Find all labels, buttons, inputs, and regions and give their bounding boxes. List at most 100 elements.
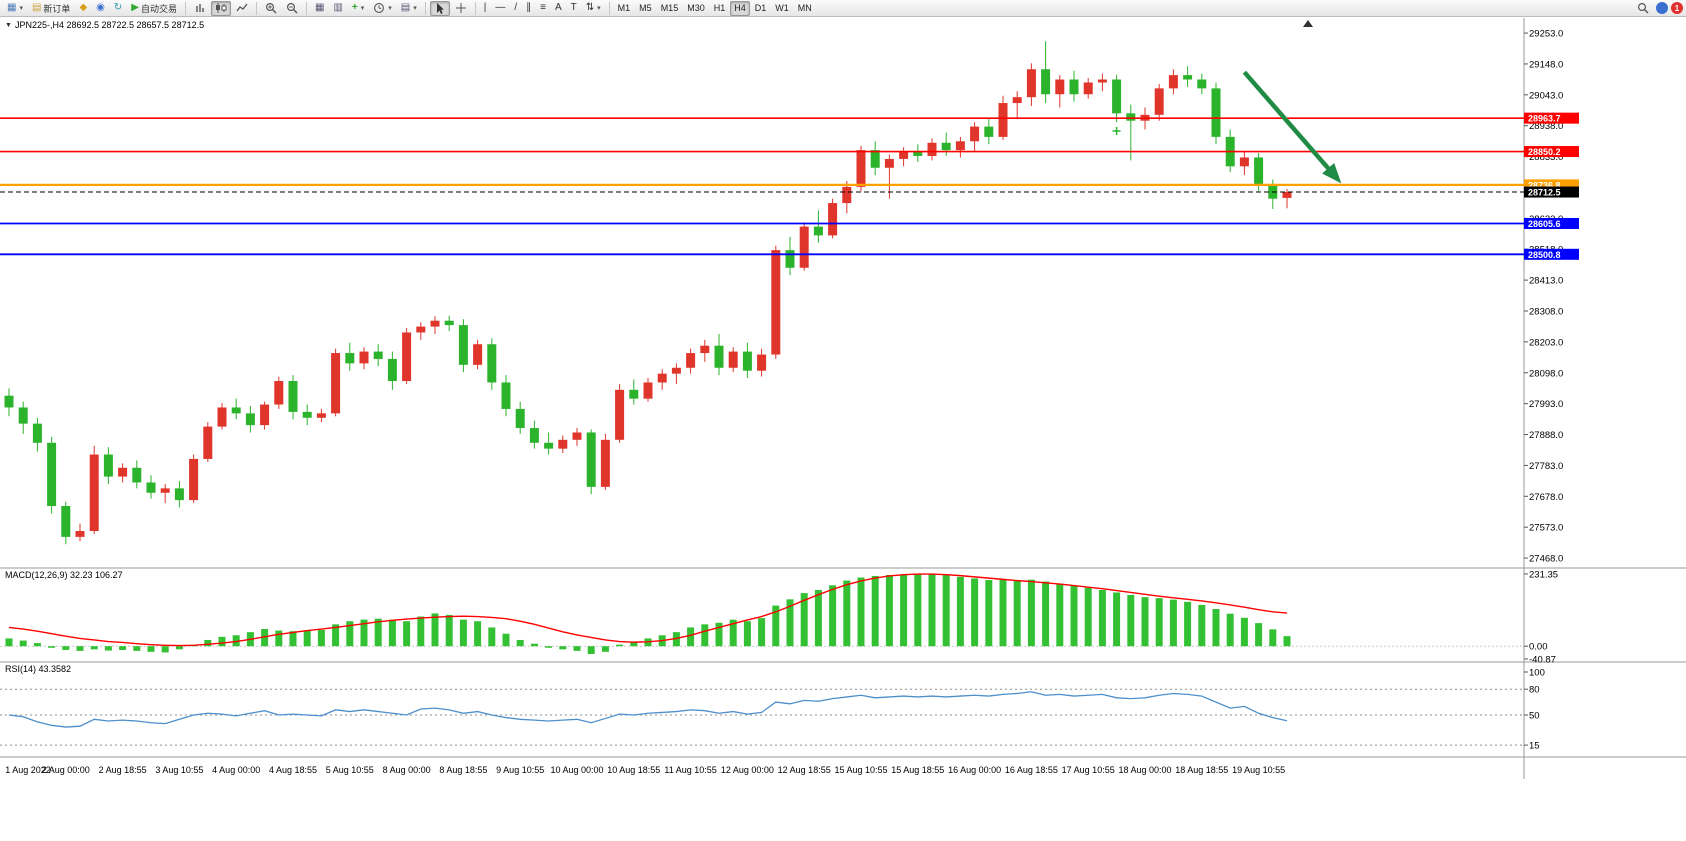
candle-body bbox=[288, 381, 298, 412]
macd-bar bbox=[729, 619, 737, 647]
candle-body bbox=[970, 126, 980, 142]
symbol-dropdown-icon[interactable]: ▼ bbox=[5, 21, 12, 29]
macd-bar bbox=[48, 646, 56, 648]
line-chart-button[interactable] bbox=[232, 1, 252, 16]
candle-body bbox=[785, 250, 795, 268]
timeframe-button-h4[interactable]: H4 bbox=[730, 0, 750, 16]
trend-arrow[interactable] bbox=[1242, 70, 1339, 180]
candle-body bbox=[629, 389, 639, 399]
favorites-button[interactable]: ◆ bbox=[75, 1, 91, 16]
timeframe-button-m30[interactable]: M30 bbox=[687, 3, 705, 13]
text-tool-button[interactable]: A bbox=[551, 1, 566, 16]
candle-body bbox=[544, 442, 554, 449]
cursor-tool-button[interactable] bbox=[429, 0, 450, 16]
macd-bar bbox=[545, 646, 553, 648]
play-icon: ▶ bbox=[131, 2, 139, 13]
help-badge[interactable] bbox=[1656, 2, 1668, 14]
macd-bar bbox=[175, 646, 183, 650]
macd-bar bbox=[942, 574, 950, 647]
macd-bar bbox=[346, 621, 354, 647]
vertical-line-tool-button[interactable]: | bbox=[480, 1, 491, 16]
macd-bar bbox=[147, 646, 155, 652]
arrows-tool-button[interactable]: ⇅ ▾ bbox=[582, 1, 605, 16]
auto-trading-button[interactable]: ▶ 自动交易 bbox=[127, 1, 181, 16]
new-order-button[interactable]: ▤ 新订单 bbox=[28, 1, 74, 16]
candle-body bbox=[75, 531, 85, 537]
candle-body bbox=[402, 332, 412, 381]
zoom-in-button[interactable] bbox=[261, 1, 281, 16]
candle-body bbox=[1282, 192, 1292, 198]
auto-trading-label: 自动交易 bbox=[140, 3, 177, 14]
candle-body bbox=[331, 353, 341, 414]
toolbar-separator bbox=[305, 1, 307, 15]
candle-body bbox=[501, 382, 511, 409]
candle-body bbox=[118, 467, 128, 477]
macd-bar bbox=[999, 579, 1007, 647]
macd-bar bbox=[417, 616, 425, 647]
new-chart-button[interactable]: ▦ ▾ bbox=[3, 1, 27, 16]
add-indicator-button[interactable]: + ▾ bbox=[348, 1, 368, 16]
macd-bar bbox=[800, 593, 808, 647]
symbol-search-button[interactable] bbox=[1633, 1, 1653, 16]
candle-body bbox=[686, 353, 696, 368]
timeframe-button-w1[interactable]: W1 bbox=[775, 3, 789, 13]
horizontal-line-tool-button[interactable]: — bbox=[491, 1, 509, 16]
price-tick-label: 28833.0 bbox=[1529, 152, 1563, 163]
chart-shift-marker[interactable] bbox=[1303, 20, 1313, 27]
macd-bar bbox=[715, 622, 723, 647]
macd-bar bbox=[587, 646, 595, 655]
candle-body bbox=[189, 458, 199, 501]
candle-body bbox=[416, 326, 426, 333]
templates-button[interactable]: ▤ ▾ bbox=[397, 1, 421, 16]
candle-body bbox=[316, 413, 326, 418]
timeframe-button-m1[interactable]: M1 bbox=[617, 3, 631, 13]
macd-bar bbox=[885, 574, 893, 647]
price-line-label[interactable] bbox=[1524, 217, 1579, 229]
crosshair-tool-button[interactable] bbox=[451, 1, 471, 16]
candle-body bbox=[615, 389, 625, 440]
refresh-button[interactable]: ↻ bbox=[110, 1, 126, 16]
price-line-label[interactable] bbox=[1524, 179, 1579, 191]
trendline-tool-button[interactable]: / bbox=[510, 1, 521, 16]
macd-bar bbox=[119, 646, 127, 650]
macd-bar bbox=[62, 646, 70, 650]
price-tick-label: 29253.0 bbox=[1529, 29, 1563, 40]
macd-bar bbox=[459, 619, 467, 647]
price-line-label-text: 28605.6 bbox=[1528, 219, 1561, 229]
price-line-label[interactable] bbox=[1524, 146, 1579, 158]
price-line-label[interactable] bbox=[1524, 186, 1579, 198]
bar-chart-button[interactable] bbox=[190, 1, 210, 16]
community-button[interactable]: ◉ bbox=[92, 1, 109, 16]
macd-bar bbox=[303, 630, 311, 647]
line-chart-icon bbox=[236, 2, 248, 14]
macd-bar bbox=[1240, 617, 1248, 647]
timeframe-button-m5[interactable]: M5 bbox=[639, 3, 652, 13]
macd-bar bbox=[701, 624, 709, 647]
timeframe-button-m15[interactable]: M15 bbox=[660, 3, 679, 13]
timeframe-button-h1[interactable]: H1 bbox=[713, 3, 726, 13]
macd-bar bbox=[5, 638, 13, 647]
price-line-label[interactable] bbox=[1524, 112, 1579, 124]
notification-badge[interactable]: 1 bbox=[1671, 2, 1683, 14]
candle-body bbox=[700, 345, 710, 354]
period-button[interactable]: ▾ bbox=[369, 1, 396, 16]
tile-windows-button[interactable]: ▦ bbox=[311, 1, 328, 16]
macd-bar bbox=[1013, 579, 1021, 647]
cascade-windows-button[interactable]: ▥ bbox=[329, 1, 346, 16]
cascade-windows-icon: ▥ bbox=[333, 2, 343, 13]
timeframe-button-mn[interactable]: MN bbox=[797, 3, 812, 13]
timeframe-button-d1[interactable]: D1 bbox=[754, 3, 767, 13]
zoom-out-button[interactable] bbox=[282, 1, 302, 16]
chart-title: JPN225-,H4 28692.5 28722.5 28657.5 28712… bbox=[14, 20, 205, 30]
candlestick-chart-button[interactable] bbox=[210, 0, 231, 16]
price-line-label[interactable] bbox=[1524, 248, 1579, 260]
macd-bar bbox=[1042, 581, 1050, 647]
channel-tool-button[interactable]: ∥ bbox=[522, 1, 535, 16]
text-icon: A bbox=[554, 2, 562, 13]
label-tool-button[interactable]: T bbox=[567, 1, 581, 16]
fibonacci-tool-button[interactable]: ≡ bbox=[536, 1, 550, 16]
candle-body bbox=[1055, 79, 1065, 95]
macd-bar bbox=[1198, 604, 1206, 647]
macd-bar bbox=[616, 644, 624, 647]
